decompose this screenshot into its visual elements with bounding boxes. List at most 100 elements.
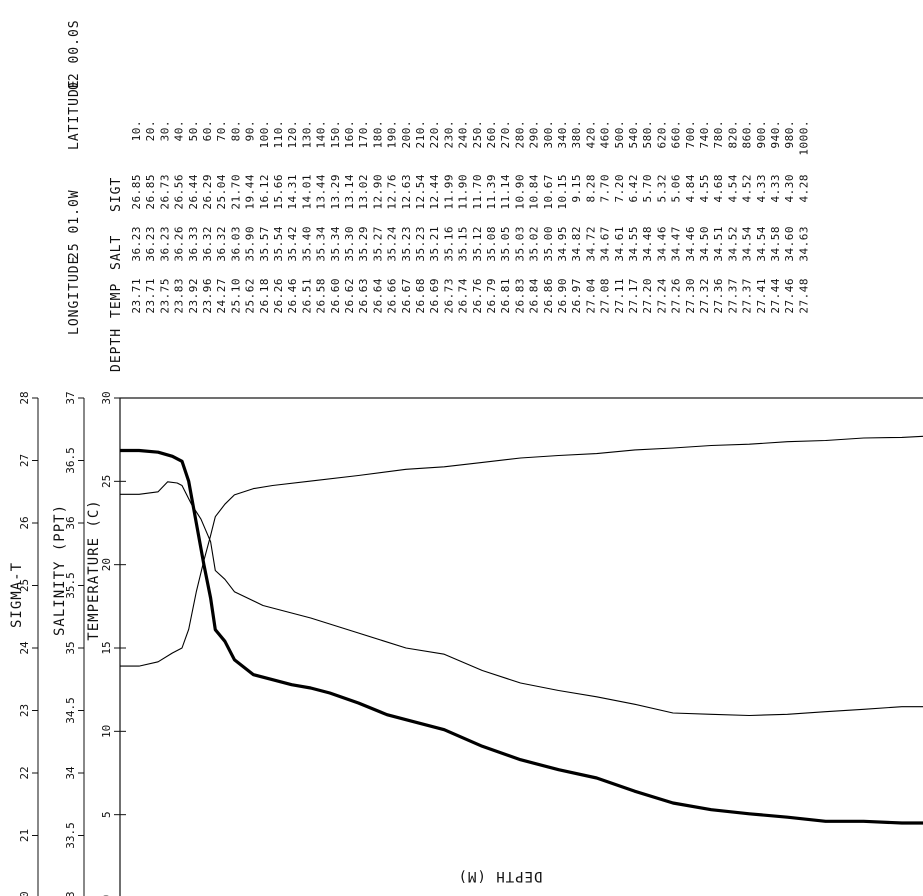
- table-cell-sigt: 23.75: [158, 278, 171, 314]
- table-cell-salt: 36.33: [187, 226, 200, 262]
- table-cell-temp: 12.54: [414, 174, 427, 210]
- table-cell-salt: 34.46: [655, 226, 668, 262]
- table-cell-depth: 230.: [442, 120, 455, 149]
- value-axis-tick-label: 24: [18, 641, 31, 655]
- table-cell-depth: 260.: [485, 120, 498, 149]
- table-cell-depth: 780.: [712, 120, 725, 149]
- table-cell-temp: 21.70: [229, 174, 242, 210]
- table-cell-depth: 540.: [627, 120, 640, 149]
- table-cell-salt: 35.23: [414, 226, 427, 262]
- value-axes: 20 21 22 23 24 25 26 27 28 33 33.5 34 34.5 35 35.5 36 36…: [18, 391, 126, 896]
- table-cell-salt: 34.52: [726, 226, 739, 262]
- value-axis-tick-label: 33.5: [64, 822, 77, 849]
- table-cell-temp: 4.84: [684, 174, 697, 203]
- table-cell-salt: 35.54: [272, 226, 285, 262]
- table-cell-temp: 14.01: [300, 174, 313, 210]
- table-cell-sigt: 26.86: [542, 278, 555, 314]
- table-cell-temp: 9.15: [570, 174, 583, 203]
- table-cell-sigt: 27.41: [755, 278, 768, 314]
- table-cell-depth: 500.: [613, 120, 626, 149]
- table-cell-sigt: 26.26: [272, 278, 285, 314]
- table-cell-temp: 5.70: [641, 174, 654, 203]
- table-cell-depth: 860.: [741, 120, 754, 149]
- table-cell-depth: 130.: [300, 120, 313, 149]
- table-cell-sigt: 26.58: [315, 278, 328, 314]
- table-cell-temp: 11.39: [485, 174, 498, 210]
- table-cell-temp: 4.33: [769, 174, 782, 203]
- table-cell-sigt: 26.63: [357, 278, 370, 314]
- table-cell-sigt: 26.73: [442, 278, 455, 314]
- table-cell-sigt: 27.17: [627, 278, 640, 314]
- table-cell-salt: 34.47: [670, 226, 683, 262]
- table-cell-temp: 25.04: [215, 174, 228, 210]
- table-cell-temp: 26.29: [201, 174, 214, 210]
- table-cell-temp: 11.99: [442, 174, 455, 210]
- depth-axis-title: DEPTH (M): [458, 868, 543, 884]
- value-axis-tick-label: 15: [100, 641, 113, 654]
- table-cell-depth: 280.: [513, 120, 526, 149]
- table-cell-temp: 10.67: [542, 174, 555, 210]
- table-cell-sigt: 27.30: [684, 278, 697, 314]
- table-cell-temp: 15.66: [272, 174, 285, 210]
- table-cell-depth: 660.: [670, 120, 683, 149]
- table-cell-temp: 6.42: [627, 174, 640, 203]
- value-axis-tick-label: 33: [64, 891, 77, 896]
- table-cell-sigt: 27.37: [741, 278, 754, 314]
- table-cell-sigt: 27.36: [712, 278, 725, 314]
- longitude-value: 25 01.0W: [67, 189, 82, 260]
- table-cell-sigt: 26.64: [371, 278, 384, 314]
- table-cell-depth: 980.: [783, 120, 796, 149]
- table-cell-depth: 190.: [386, 120, 399, 149]
- table-cell-sigt: 26.79: [485, 278, 498, 314]
- table-cell-depth: 120.: [286, 120, 299, 149]
- table-cell-temp: 4.28: [797, 174, 810, 203]
- table-cell-sigt: 26.97: [570, 278, 583, 314]
- sigma-t-axis-title: SIGMA-T: [9, 562, 25, 628]
- table-cell-sigt: 26.84: [528, 278, 541, 314]
- table-cell-depth: 20.: [144, 120, 157, 141]
- table-cell-sigt: 23.96: [201, 278, 214, 314]
- table-cell-sigt: 27.08: [599, 278, 612, 314]
- series-line-salinity: [120, 481, 923, 717]
- table-cell-temp: 26.85: [144, 174, 157, 210]
- value-axis-tick-label: 23: [18, 704, 31, 717]
- series-layer: [120, 435, 923, 825]
- table-cell-depth: 250.: [471, 120, 484, 149]
- table-cell-temp: 4.33: [755, 174, 768, 203]
- table-cell-temp: 13.29: [329, 174, 342, 210]
- table-cell-depth: 290.: [528, 120, 541, 149]
- table-cell-depth: 340.: [556, 120, 569, 149]
- table-cell-temp: 8.28: [584, 174, 597, 203]
- table-cell-sigt: 26.51: [300, 278, 313, 314]
- table-cell-temp: 26.85: [130, 174, 143, 210]
- table-cell-temp: 4.52: [741, 174, 754, 203]
- column-header-temp: TEMP: [109, 283, 124, 318]
- table-cell-temp: 12.63: [400, 174, 413, 210]
- table-cell-depth: 300.: [542, 120, 555, 149]
- table-cell-depth: 740.: [698, 120, 711, 149]
- table-cell-salt: 34.61: [613, 226, 626, 262]
- temperature-axis-title: TEMPERATURE (C): [86, 499, 102, 640]
- table-cell-temp: 11.70: [471, 174, 484, 210]
- value-axis-tick-label: 22: [18, 766, 31, 779]
- table-cell-depth: 80.: [229, 120, 242, 141]
- table-cell-sigt: 27.37: [726, 278, 739, 314]
- value-axis-tick-label: 35.5: [64, 572, 77, 599]
- table-cell-sigt: 23.83: [173, 278, 186, 314]
- column-header-sigt: SIGT: [109, 177, 124, 212]
- table-cell-salt: 36.26: [173, 226, 186, 262]
- table-cell-depth: 820.: [726, 120, 739, 149]
- value-axis-tick-label: 10: [100, 725, 113, 738]
- latitude-value: 02 00.0S: [67, 19, 82, 90]
- table-cell-depth: 180.: [371, 120, 384, 149]
- table-cell-temp: 12.90: [371, 174, 384, 210]
- table-cell-depth: 460.: [599, 120, 612, 149]
- table-cell-depth: 940.: [769, 120, 782, 149]
- table-cell-depth: 380.: [570, 120, 583, 149]
- table-cell-temp: 7.20: [613, 174, 626, 203]
- table-cell-sigt: 26.81: [499, 278, 512, 314]
- table-cell-salt: 34.72: [584, 226, 597, 262]
- table-cell-depth: 30.: [158, 120, 171, 141]
